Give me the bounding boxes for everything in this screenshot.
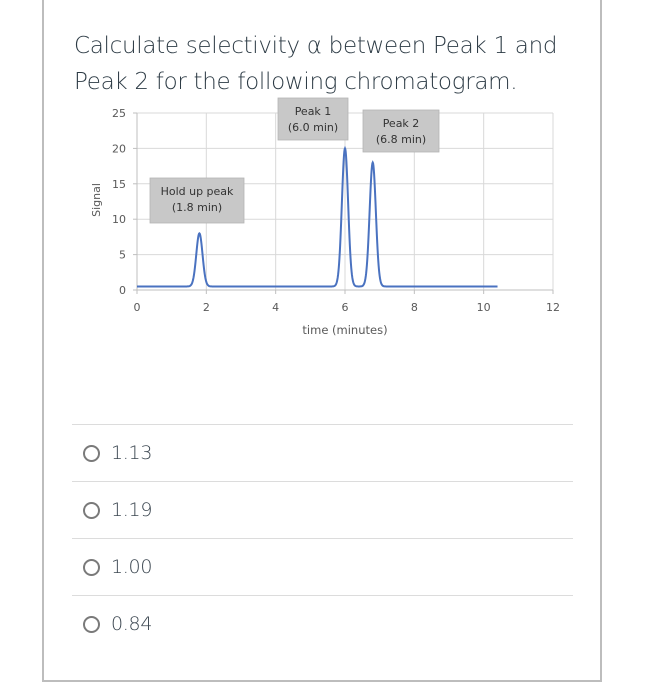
y-tick-label: 0 [119, 284, 126, 297]
x-tick-label: 12 [546, 301, 560, 314]
annotation-peak-1: Peak 1 (6.0 min) [277, 97, 349, 141]
radio-button-icon[interactable] [83, 501, 100, 519]
answer-option-2[interactable]: 1.19 [72, 481, 573, 538]
y-axis-label: Signal [90, 183, 103, 217]
y-tick-label: 5 [119, 249, 126, 262]
answer-label: 1.13 [111, 442, 153, 464]
x-tick-label: 6 [342, 301, 349, 314]
radio-button-icon[interactable] [83, 615, 100, 633]
svg-text:Hold up peak: Hold up peak [161, 185, 234, 198]
annotation-peak-2: Peak 2 (6.8 min) [362, 109, 440, 153]
svg-text:Peak 2: Peak 2 [383, 117, 420, 130]
x-tick-label: 8 [411, 301, 418, 314]
signal-line [137, 145, 498, 288]
x-tick-label: 0 [134, 301, 141, 314]
chart-axes [133, 112, 554, 294]
x-tick-label: 2 [203, 301, 210, 314]
x-tick-label: 10 [477, 301, 491, 314]
answer-option-4[interactable]: 0.84 [72, 595, 573, 652]
svg-text:Peak 1: Peak 1 [295, 105, 332, 118]
svg-text:(6.0 min): (6.0 min) [288, 121, 338, 134]
x-axis-label: time (minutes) [302, 323, 387, 337]
chromatogram-chart: 0 5 10 15 20 25 0 2 4 6 8 10 12 Hold up peak (1.8 min… [80, 96, 580, 346]
answer-label: 0.84 [111, 613, 153, 635]
chart-tick-labels: 0 5 10 15 20 25 0 2 4 6 8 10 12 [112, 107, 560, 314]
y-tick-label: 20 [112, 142, 126, 155]
chart-svg: 0 5 10 15 20 25 0 2 4 6 8 10 12 Hold up peak (1.8 min… [90, 97, 560, 337]
svg-text:(6.8 min): (6.8 min) [376, 133, 426, 146]
x-tick-label: 4 [272, 301, 279, 314]
question-text: Calculate selectivity α between Peak 1 a… [74, 33, 558, 95]
y-tick-label: 10 [112, 213, 126, 226]
svg-text:(1.8 min): (1.8 min) [172, 201, 222, 214]
answer-label: 1.19 [111, 499, 153, 521]
y-tick-label: 25 [112, 107, 126, 120]
radio-button-icon[interactable] [83, 444, 100, 462]
answer-options: 1.13 1.19 1.00 0.84 [72, 424, 573, 652]
y-tick-label: 15 [112, 178, 126, 191]
answer-option-1[interactable]: 1.13 [72, 424, 573, 481]
radio-button-icon[interactable] [83, 558, 100, 576]
answer-label: 1.00 [111, 556, 153, 578]
annotation-hold-up-peak: Hold up peak (1.8 min) [149, 177, 245, 224]
answer-option-3[interactable]: 1.00 [72, 538, 573, 595]
peak-annotations: Hold up peak(1.8 min)Peak 1(6.0 min) Peak… [149, 97, 440, 224]
